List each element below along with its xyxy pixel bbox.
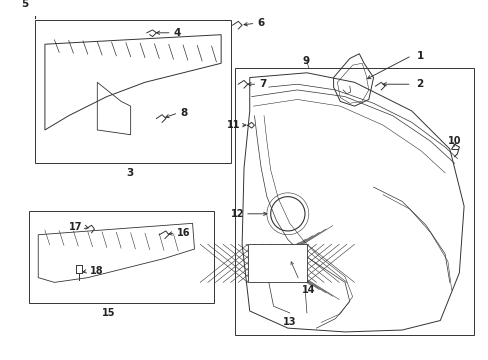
Text: 17: 17	[69, 222, 82, 232]
Text: 4: 4	[173, 28, 181, 38]
Text: 10: 10	[447, 136, 461, 147]
Text: 2: 2	[416, 79, 423, 89]
Text: 15: 15	[102, 308, 115, 318]
Text: 18: 18	[89, 266, 103, 276]
Text: 11: 11	[226, 120, 240, 130]
Text: 16: 16	[177, 228, 190, 238]
Text: 12: 12	[230, 209, 244, 219]
Text: 9: 9	[302, 57, 308, 66]
Text: 3: 3	[125, 168, 133, 178]
Text: 8: 8	[180, 108, 187, 118]
Text: 5: 5	[21, 0, 28, 9]
Text: 7: 7	[259, 79, 266, 89]
Polygon shape	[247, 244, 306, 282]
Text: 13: 13	[283, 318, 296, 327]
Text: 14: 14	[302, 285, 315, 295]
Text: 6: 6	[257, 18, 264, 28]
Text: 1: 1	[416, 51, 423, 60]
